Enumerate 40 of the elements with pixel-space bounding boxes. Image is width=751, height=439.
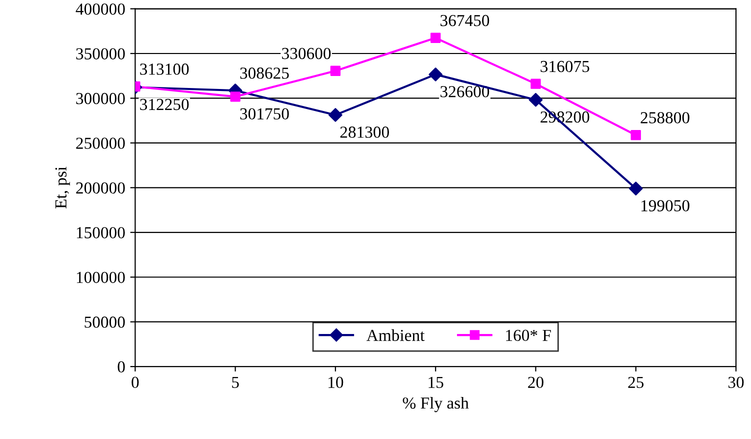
y-tick-label: 350000 — [76, 48, 125, 60]
point — [630, 130, 641, 140]
point — [430, 32, 441, 43]
x-tick-label: 10 — [328, 376, 344, 388]
data-label: 313100 — [140, 64, 189, 75]
x-tick-label: 15 — [428, 376, 444, 388]
point — [530, 78, 541, 89]
legend-label: Ambient — [366, 329, 425, 342]
data-label: 326600 — [440, 86, 490, 98]
x-tick-label: 5 — [232, 376, 239, 388]
legend-label: 160* F — [506, 330, 551, 342]
data-label: 281300 — [340, 126, 389, 138]
data-label: 308625 — [240, 68, 289, 79]
data-label: 301750 — [240, 108, 289, 120]
x-tick-label: 25 — [628, 376, 644, 388]
y-tick-label: 50000 — [84, 316, 125, 328]
point — [528, 92, 543, 107]
point — [230, 92, 240, 102]
y-tick-label: 100000 — [76, 272, 125, 284]
data-label: 312250 — [140, 98, 189, 110]
y-tick-label: 200000 — [76, 182, 125, 194]
y-tick-label: 300000 — [76, 92, 125, 104]
x-axis-title: % Fly ash — [402, 396, 469, 412]
data-label: 199050 — [641, 200, 690, 212]
point — [328, 108, 342, 122]
y-tick-label: 250000 — [76, 138, 125, 149]
x-tick-label: 20 — [528, 376, 544, 388]
point — [428, 68, 442, 82]
point — [330, 66, 341, 76]
data-label: 316075 — [540, 60, 590, 72]
y-tick-label: 400000 — [76, 3, 125, 15]
y-axis-title: Et, psi — [55, 166, 70, 208]
data-label: 330600 — [282, 48, 331, 60]
y-tick-label: 0 — [118, 361, 125, 373]
data-label: 367450 — [440, 14, 490, 26]
x-tick-label: 0 — [132, 376, 139, 388]
data-label: 258800 — [640, 112, 690, 124]
y-tick-label: 150000 — [76, 227, 125, 238]
point — [628, 182, 643, 196]
x-tick-label: 30 — [728, 376, 744, 388]
